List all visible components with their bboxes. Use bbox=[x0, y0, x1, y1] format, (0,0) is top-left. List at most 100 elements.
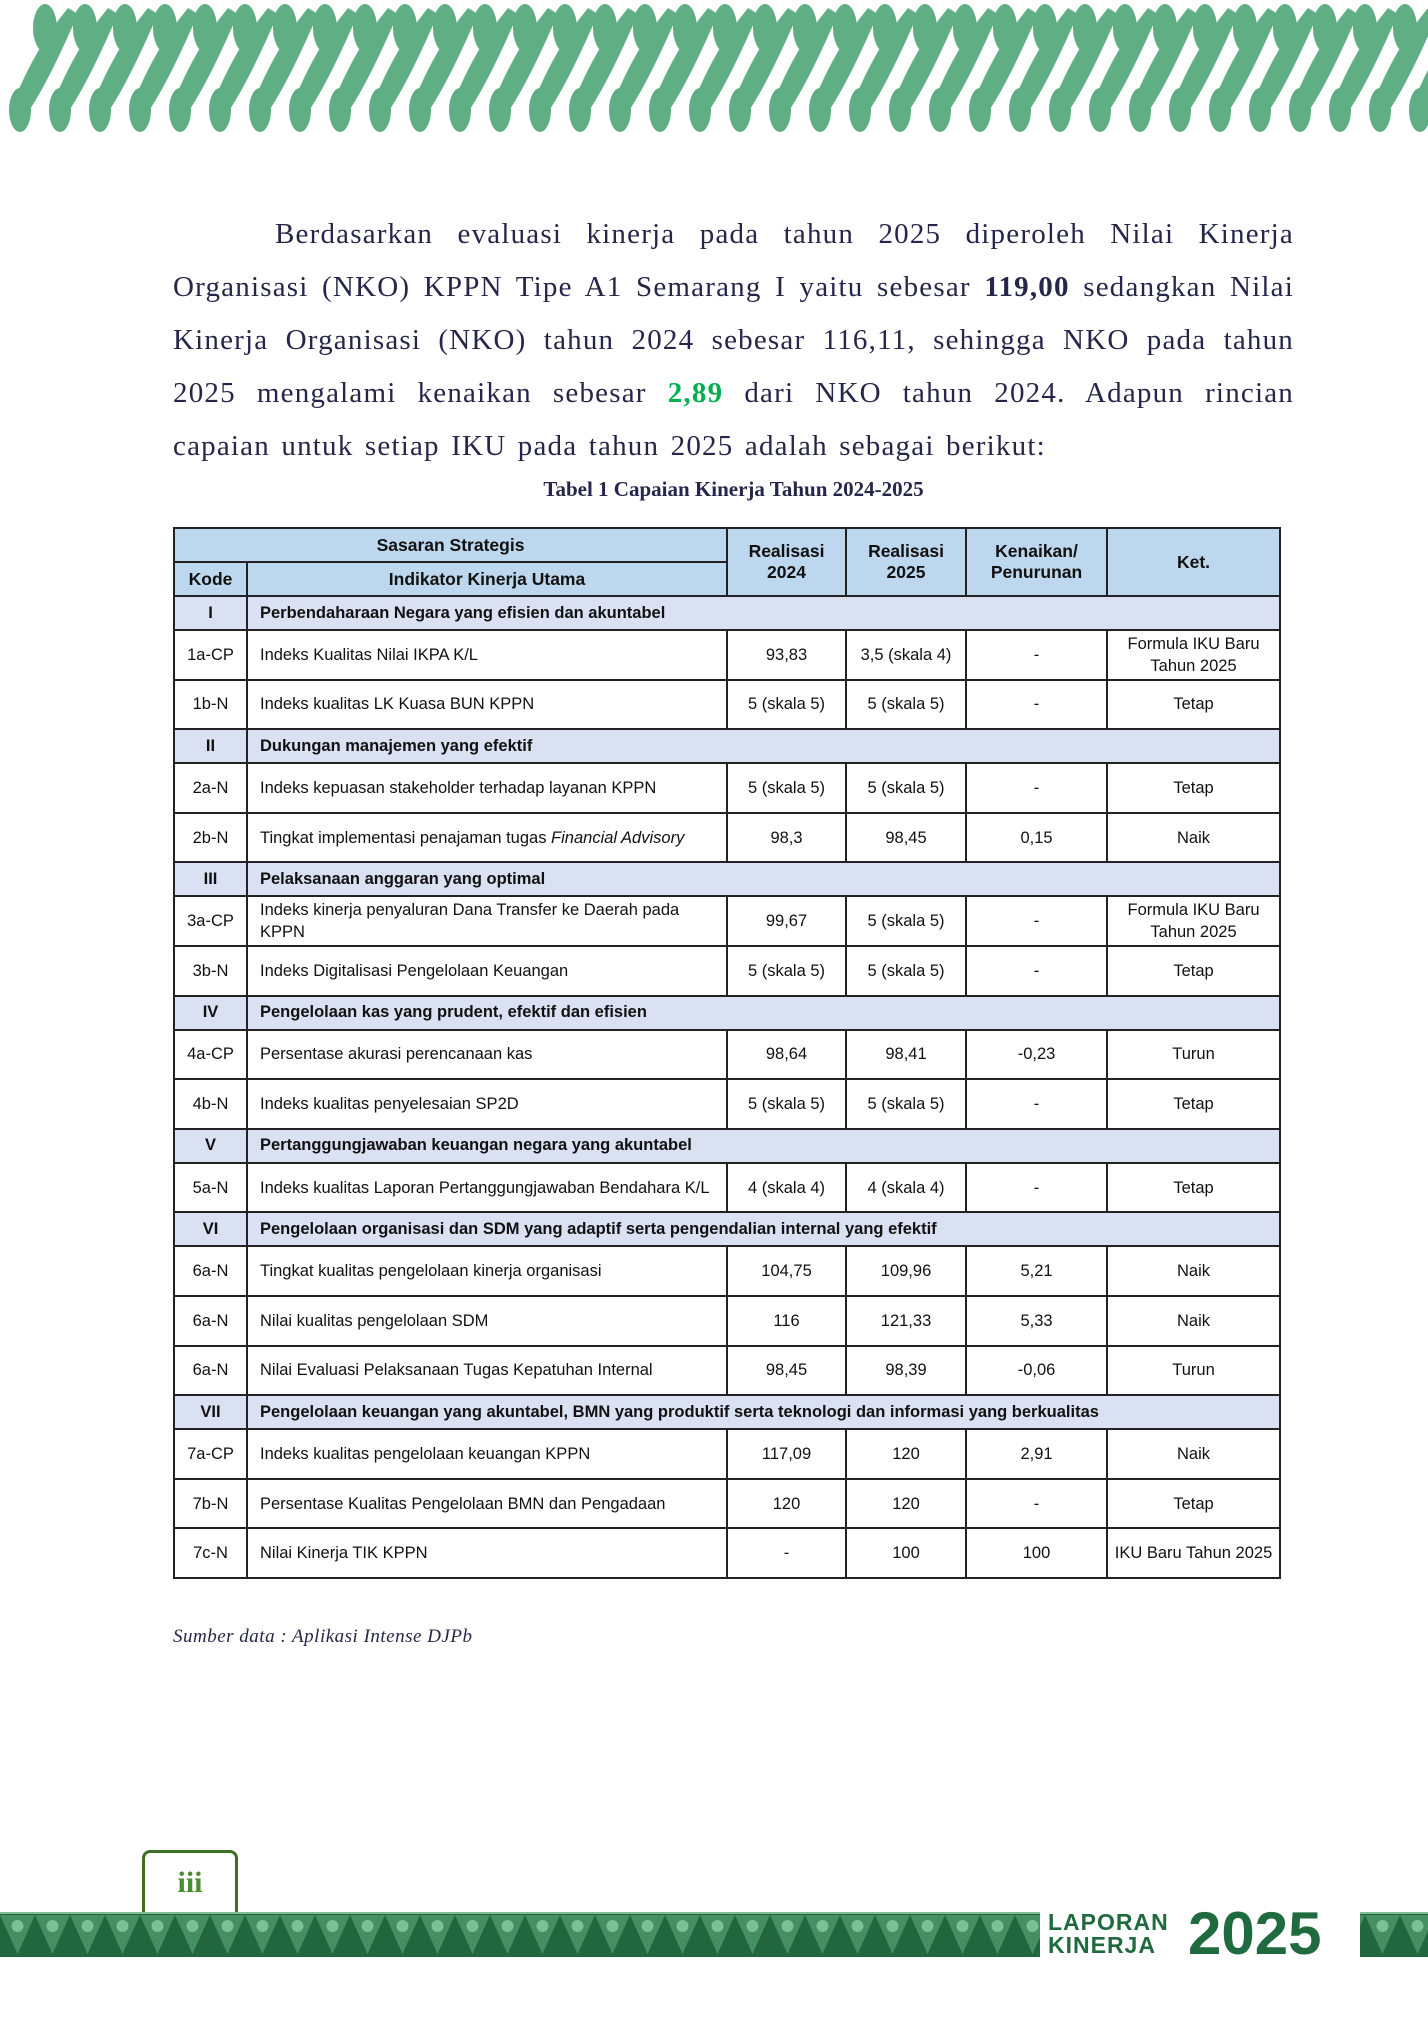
realisasi-2024-cell: 5 (skala 5) bbox=[726, 944, 848, 997]
paragraph-text: Berdasarkan evaluasi kinerja pada tahun … bbox=[173, 218, 1294, 303]
realisasi-2025-cell: 3,5 (skala 4) bbox=[845, 629, 968, 681]
table-row: 2b-N Tingkat implementasi penajaman tugas… bbox=[173, 811, 1282, 864]
indikator-cell: Indeks kinerja penyaluran Dana Transfer … bbox=[245, 895, 729, 947]
table-row: 1a-CP Indeks Kualitas Nilai IKPA K/L 93,83… bbox=[173, 629, 1282, 681]
section-title: Pengelolaan organisasi dan SDM yang adap… bbox=[245, 1211, 1282, 1248]
header-ket: Ket. bbox=[1106, 527, 1282, 597]
section-title: Perbendaharaan Negara yang efisien dan a… bbox=[245, 595, 1282, 631]
header-sasaran-strategis: Sasaran Strategis bbox=[172, 527, 729, 563]
kode-cell: 7c-N bbox=[173, 1527, 248, 1579]
ket-cell: Tetap bbox=[1106, 1078, 1282, 1130]
indikator-cell: Indeks kualitas Laporan Pertanggungjawab… bbox=[245, 1161, 729, 1214]
section-row: VII Pengelolaan keuangan yang akuntabel, … bbox=[173, 1394, 1282, 1431]
kode-cell: 4b-N bbox=[173, 1078, 248, 1130]
kenaikan-cell: - bbox=[965, 895, 1109, 947]
ket-cell: Naik bbox=[1106, 1245, 1282, 1297]
kode-cell: 3b-N bbox=[173, 944, 248, 997]
ket-cell: Tetap bbox=[1106, 944, 1282, 997]
realisasi-2024-cell: 104,75 bbox=[726, 1245, 848, 1297]
section-number: III bbox=[173, 861, 248, 898]
ket-cell: Naik bbox=[1106, 1294, 1282, 1347]
kode-cell: 1b-N bbox=[173, 678, 248, 731]
section-title: Pelaksanaan anggaran yang optimal bbox=[245, 861, 1282, 898]
table-row: 7a-CP Indeks kualitas pengelolaan keuanga… bbox=[173, 1428, 1282, 1480]
section-title: Dukungan manajemen yang efektif bbox=[245, 728, 1282, 765]
header-realisasi-2024: Realisasi 2024 bbox=[726, 527, 848, 597]
indikator-cell: Nilai Evaluasi Pelaksanaan Tugas Kepatuh… bbox=[245, 1344, 729, 1397]
ket-cell: Naik bbox=[1106, 1428, 1282, 1480]
kode-cell: 2a-N bbox=[173, 762, 248, 814]
realisasi-2025-cell: 5 (skala 5) bbox=[845, 944, 968, 997]
kenaikan-cell: -0,23 bbox=[965, 1028, 1109, 1081]
realisasi-2025-cell: 100 bbox=[845, 1527, 968, 1579]
kode-cell: 5a-N bbox=[173, 1161, 248, 1214]
table-row: 2a-N Indeks kepuasan stakeholder terhadap… bbox=[173, 762, 1282, 814]
decorative-top-banner bbox=[9, 4, 1428, 132]
kode-cell: 2b-N bbox=[173, 811, 248, 864]
realisasi-2024-cell: 4 (skala 4) bbox=[726, 1161, 848, 1214]
indikator-cell: Nilai Kinerja TIK KPPN bbox=[245, 1527, 729, 1579]
section-number: II bbox=[173, 728, 248, 765]
kenaikan-cell: - bbox=[965, 762, 1109, 814]
kenaikan-cell: - bbox=[965, 629, 1109, 681]
table-row: 1b-N Indeks kualitas LK Kuasa BUN KPPN 5 (… bbox=[173, 678, 1282, 731]
section-title: Pengelolaan kas yang prudent, efektif da… bbox=[245, 994, 1282, 1031]
indikator-cell: Indeks Kualitas Nilai IKPA K/L bbox=[245, 629, 729, 681]
indikator-cell: Indeks Digitalisasi Pengelolaan Keuangan bbox=[245, 944, 729, 997]
section-row: I Perbendaharaan Negara yang efisien dan … bbox=[173, 595, 1282, 631]
realisasi-2024-cell: 98,64 bbox=[726, 1028, 848, 1081]
table-row: 6a-N Nilai kualitas pengelolaan SDM 116 121… bbox=[173, 1294, 1282, 1347]
kode-cell: 6a-N bbox=[173, 1245, 248, 1297]
paragraph-text: sedangkan Nilai Kinerja Organisasi (NKO)… bbox=[173, 271, 1294, 409]
realisasi-2024-cell: 98,45 bbox=[726, 1344, 848, 1397]
realisasi-2025-cell: 5 (skala 5) bbox=[845, 895, 968, 947]
realisasi-2025-cell: 98,41 bbox=[845, 1028, 968, 1081]
indikator-cell: Tingkat implementasi penajaman tugas Fin… bbox=[245, 811, 729, 864]
header-kode: Kode bbox=[173, 561, 248, 597]
realisasi-2025-cell: 120 bbox=[845, 1428, 968, 1480]
section-number: VI bbox=[173, 1211, 248, 1248]
realisasi-2025-cell: 121,33 bbox=[845, 1294, 968, 1347]
realisasi-2024-cell: 116 bbox=[726, 1294, 848, 1347]
laporan-kinerja-logo: LAPORAN KINERJA 2025 bbox=[1040, 1904, 1360, 1964]
section-number: IV bbox=[173, 994, 248, 1031]
section-row: II Dukungan manajemen yang efektif bbox=[173, 728, 1282, 765]
header-iku: Indikator Kinerja Utama bbox=[245, 561, 729, 597]
page-number: iii bbox=[142, 1850, 238, 1913]
kenaikan-cell: - bbox=[965, 678, 1109, 731]
ket-cell: Tetap bbox=[1106, 678, 1282, 731]
ket-cell: Turun bbox=[1106, 1028, 1282, 1081]
kode-cell: 6a-N bbox=[173, 1344, 248, 1397]
kenaikan-cell: -0,06 bbox=[965, 1344, 1109, 1397]
realisasi-2025-cell: 5 (skala 5) bbox=[845, 1078, 968, 1130]
kode-cell: 6a-N bbox=[173, 1294, 248, 1347]
ket-cell: Tetap bbox=[1106, 1161, 1282, 1214]
kenaikan-cell: - bbox=[965, 1477, 1109, 1530]
ket-cell: Tetap bbox=[1106, 1477, 1282, 1530]
ket-cell: Naik bbox=[1106, 811, 1282, 864]
kenaikan-cell: - bbox=[965, 1161, 1109, 1214]
realisasi-2024-cell: - bbox=[726, 1527, 848, 1579]
table-row: 7c-N Nilai Kinerja TIK KPPN -100 100 IKU Bar… bbox=[173, 1527, 1282, 1579]
table-row: 7b-N Persentase Kualitas Pengelolaan BMN … bbox=[173, 1477, 1282, 1530]
table-row: 4a-CP Persentase akurasi perencanaan kas 9… bbox=[173, 1028, 1282, 1081]
section-row: III Pelaksanaan anggaran yang optimal bbox=[173, 861, 1282, 898]
realisasi-2025-cell: 4 (skala 4) bbox=[845, 1161, 968, 1214]
header-realisasi-2025: Realisasi 2025 bbox=[845, 527, 968, 597]
section-title: Pengelolaan keuangan yang akuntabel, BMN… bbox=[245, 1394, 1282, 1431]
indikator-cell: Nilai kualitas pengelolaan SDM bbox=[245, 1294, 729, 1347]
nko-2025-value: 119,00 bbox=[984, 271, 1070, 303]
kode-cell: 1a-CP bbox=[173, 629, 248, 681]
table-row: 3a-CP Indeks kinerja penyaluran Dana Tran… bbox=[173, 895, 1282, 947]
table-row: 4b-N Indeks kualitas penyelesaian SP2D 5 (… bbox=[173, 1078, 1282, 1130]
section-row: VI Pengelolaan organisasi dan SDM yang ad… bbox=[173, 1211, 1282, 1248]
realisasi-2025-cell: 5 (skala 5) bbox=[845, 762, 968, 814]
realisasi-2024-cell: 5 (skala 5) bbox=[726, 1078, 848, 1130]
ket-cell: Turun bbox=[1106, 1344, 1282, 1397]
performance-table: Sasaran Strategis Realisasi 2024 Realisa… bbox=[172, 527, 1282, 1579]
kenaikan-cell: 2,91 bbox=[965, 1428, 1109, 1480]
ket-cell: Formula IKU Baru Tahun 2025 bbox=[1106, 629, 1282, 681]
indikator-cell: Persentase Kualitas Pengelolaan BMN dan … bbox=[245, 1477, 729, 1530]
indikator-cell: Indeks kepuasan stakeholder terhadap lay… bbox=[245, 762, 729, 814]
table-row: 6a-N Nilai Evaluasi Pelaksanaan Tugas Kep… bbox=[173, 1344, 1282, 1397]
